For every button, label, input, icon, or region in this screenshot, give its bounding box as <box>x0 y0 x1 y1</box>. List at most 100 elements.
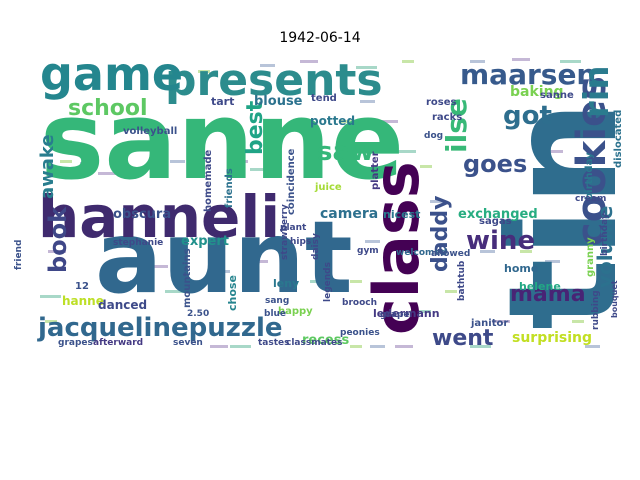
filler-word-mark <box>120 170 141 173</box>
cloud-word: leny <box>273 277 299 290</box>
cloud-word: obscura <box>113 207 171 222</box>
cloud-word: bathtub <box>457 260 467 301</box>
cloud-word: 12 <box>75 281 89 292</box>
filler-word-mark <box>45 320 57 323</box>
cloud-word: platter <box>370 151 381 190</box>
filler-word-mark <box>98 172 116 175</box>
cloud-word: grape <box>380 310 410 320</box>
filler-word-mark <box>360 100 375 103</box>
cloud-word: tart <box>211 95 234 108</box>
cloud-word: daisy <box>311 233 321 260</box>
filler-word-mark <box>545 260 560 263</box>
cloud-word: class <box>360 161 433 335</box>
filler-word-mark <box>130 280 145 283</box>
filler-word-mark <box>365 240 380 243</box>
filler-word-mark <box>260 64 275 67</box>
filler-word-mark <box>395 345 413 348</box>
cloud-word: goes <box>463 150 527 178</box>
filler-word-mark <box>370 345 385 348</box>
filler-word-mark <box>80 162 95 165</box>
filler-word-mark <box>572 320 584 323</box>
cloud-word: sang <box>265 296 289 306</box>
cloud-word: volleyball <box>123 126 177 137</box>
filler-word-mark <box>40 295 61 298</box>
filler-word-mark <box>340 120 352 123</box>
filler-word-mark <box>470 345 491 348</box>
cloud-word: book <box>44 206 72 273</box>
cloud-word: welcomed <box>396 248 447 258</box>
cloud-word: sagas <box>479 216 512 227</box>
filler-word-mark <box>198 70 210 73</box>
filler-word-mark <box>395 150 416 153</box>
cloud-word: birthday <box>600 213 610 256</box>
cloud-word: chose <box>226 275 239 311</box>
cloud-word: surprising <box>512 330 592 346</box>
cloud-word: legends <box>323 262 333 302</box>
filler-word-mark <box>380 120 398 123</box>
cloud-word: ledermann <box>373 307 440 320</box>
cloud-word: presents <box>165 55 383 106</box>
cloud-word: home <box>504 262 538 275</box>
filler-word-mark <box>150 170 162 173</box>
filler-word-mark <box>230 345 251 348</box>
cloud-word: dog <box>424 131 443 141</box>
cloud-word: best <box>243 100 268 155</box>
cloud-word: brooch <box>342 298 377 308</box>
cloud-word: dislocated <box>613 110 624 168</box>
cloud-word: ilse <box>440 98 473 153</box>
cloud-word: tastes <box>258 338 290 348</box>
cloud-word: recess <box>302 333 349 348</box>
cloud-word: plant <box>280 223 307 233</box>
cloud-word: blue <box>264 309 286 319</box>
cloud-word: daddy <box>428 196 453 272</box>
cloud-word: happy <box>278 306 313 317</box>
cloud-word: baking <box>510 84 564 100</box>
cloud-word: volume <box>593 206 617 288</box>
filler-word-mark <box>210 345 228 348</box>
filler-word-mark <box>545 150 563 153</box>
cloud-word: rin <box>577 65 617 118</box>
filler-word-mark <box>350 345 362 348</box>
cloud-word: wine <box>466 226 535 256</box>
filler-word-mark <box>585 345 600 348</box>
filler-word-mark <box>250 168 271 171</box>
cloud-word: game <box>40 47 183 101</box>
filler-word-mark <box>150 265 168 268</box>
filler-word-mark <box>492 320 510 323</box>
filler-word-mark <box>310 280 331 283</box>
filler-word-mark <box>356 66 377 69</box>
filler-word-mark <box>410 310 431 313</box>
cloud-word: granny <box>585 237 596 277</box>
cloud-word: racks <box>432 112 462 123</box>
cloud-word: allowed <box>431 249 470 259</box>
cloud-word: cookies <box>569 76 615 246</box>
cloud-word: strawberry <box>280 204 290 260</box>
cloud-word: janitor <box>470 318 508 329</box>
filler-word-mark <box>60 160 72 163</box>
cloud-word: cream <box>575 194 606 204</box>
filler-word-mark <box>585 170 600 173</box>
cloud-word: juice <box>314 182 342 193</box>
filler-word-mark <box>300 60 318 63</box>
cloud-word: friend <box>14 240 24 270</box>
cloud-word: went <box>432 326 494 351</box>
cloud-word: hanneli <box>38 183 280 251</box>
cloud-word: jacquelinepuzzle <box>37 313 283 343</box>
filler-word-mark <box>400 290 418 293</box>
cloud-word: nicest <box>383 208 420 221</box>
cloud-word: classmates <box>286 338 342 348</box>
cloud-word: coincidence <box>286 148 297 215</box>
cloud-word: stephanie <box>113 238 163 248</box>
cloud-word: peonies <box>340 328 380 338</box>
cloud-word: 2.50 <box>187 309 209 319</box>
cloud-word: camera <box>320 206 378 222</box>
cloud-word: homemade <box>203 149 214 212</box>
filler-word-mark <box>430 200 445 203</box>
cloud-word: helene <box>519 280 561 293</box>
cloud-word: mountains <box>182 248 193 308</box>
cloud-word: potted <box>310 114 355 128</box>
cloud-word: school <box>68 96 148 121</box>
cloud-word: got <box>503 101 552 131</box>
cloud-word: maarsen <box>460 58 596 91</box>
